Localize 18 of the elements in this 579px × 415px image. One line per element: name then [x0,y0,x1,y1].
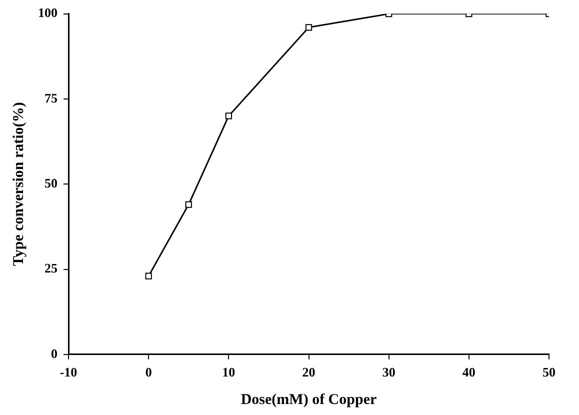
y-tick-label: 25 [44,260,58,276]
point [305,24,312,31]
point [225,112,232,120]
y-axis-title: Type conversion ratio(%) [10,102,27,266]
y-tick-label: 0 [51,346,58,361]
x-tick-label: 20 [302,364,316,380]
point [185,201,192,208]
x-tick-label: 30 [382,364,396,380]
y-tick-label: 75 [44,90,58,106]
x-tick-label: 40 [462,364,476,380]
y-tick-label: 100 [38,5,58,20]
x-tick-label: 10 [222,364,236,380]
x-tick-label: 50 [542,364,556,380]
x-tick-label: -10 [60,364,78,380]
x-tick-label: 0 [145,364,152,380]
x-axis-title: Dose(mM) of Copper [240,392,377,408]
y-tick-label: 50 [44,175,58,190]
point [145,272,152,280]
